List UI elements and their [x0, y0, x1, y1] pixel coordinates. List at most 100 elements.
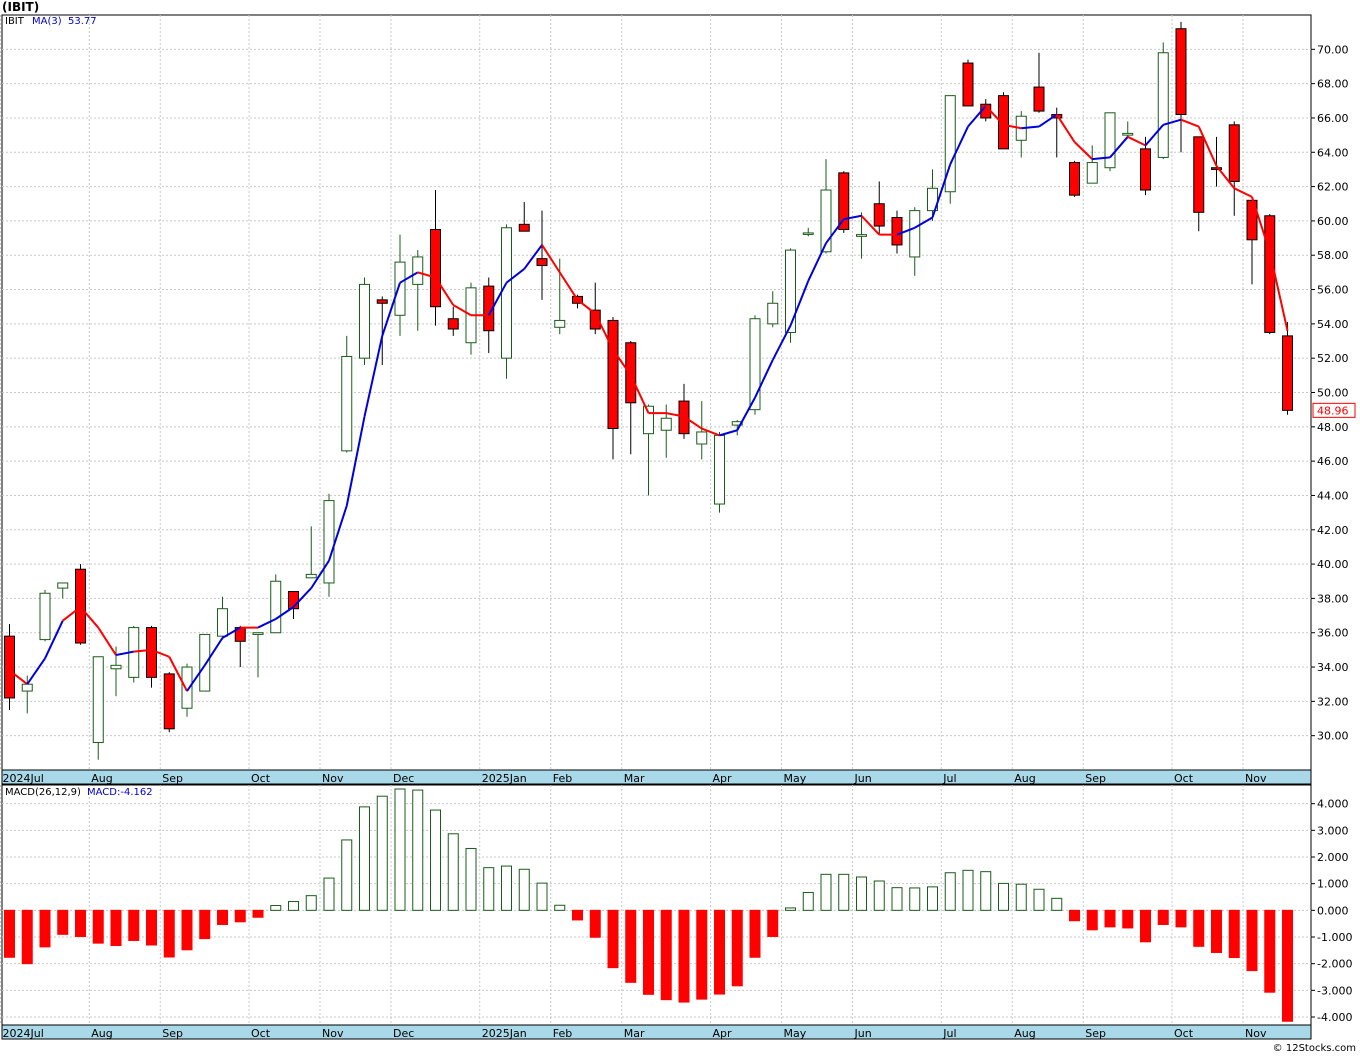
x-tick-label: Jul	[942, 772, 956, 785]
candle-body	[1175, 28, 1187, 116]
ma3-segment	[434, 276, 455, 306]
x-tick-label: Sep	[162, 772, 183, 785]
x-tick-label: Oct	[251, 772, 271, 785]
macd-bar	[1157, 909, 1169, 925]
candle	[589, 282, 601, 335]
candle	[767, 291, 779, 328]
candle-body	[802, 232, 814, 235]
candle	[447, 306, 459, 336]
macd-bar	[1175, 909, 1187, 928]
macd-bar	[518, 868, 530, 911]
price-y-tick-label: 48.00	[1317, 421, 1349, 434]
ma3-segment	[541, 244, 561, 273]
candle	[731, 419, 743, 436]
candle	[1246, 199, 1258, 285]
ma3-segment	[151, 648, 170, 658]
last-price-label: 48.96	[1317, 404, 1349, 417]
price-y-tick-label: 30.00	[1317, 730, 1349, 743]
price-y-tick-label: 50.00	[1317, 387, 1349, 400]
candle	[607, 317, 619, 460]
candle-body	[341, 355, 353, 452]
macd-bar	[252, 909, 264, 918]
candle	[376, 296, 388, 366]
candle	[1264, 214, 1276, 335]
candle-body	[660, 417, 672, 431]
candle	[128, 625, 140, 683]
ma3-segment	[1055, 113, 1076, 143]
macd-bar	[1193, 909, 1205, 947]
candle-body	[57, 582, 69, 589]
candle	[944, 95, 956, 204]
macd-bar	[1015, 883, 1027, 911]
macd-bar	[536, 882, 548, 911]
x-tick-label: Aug	[1014, 772, 1035, 785]
x-tick-label: Dec	[393, 1027, 414, 1040]
candle	[75, 564, 86, 645]
candle-body	[305, 573, 317, 579]
candle-body	[110, 664, 122, 670]
ma3-segment	[1109, 136, 1129, 159]
macd-bar	[146, 909, 157, 946]
macd-panel	[1, 784, 1312, 1026]
ma3-segment	[381, 282, 401, 337]
candle	[696, 401, 708, 460]
macd-bar	[1104, 909, 1116, 928]
candle-body	[838, 172, 850, 230]
ma3-segment	[399, 271, 419, 284]
macd-y-tick-label: -3.000	[1317, 984, 1352, 997]
candle-body	[909, 210, 921, 258]
x-tick-label: Oct	[251, 1027, 271, 1040]
price-y-tick-label: 60.00	[1317, 215, 1349, 228]
candle-body	[21, 683, 33, 692]
price-y-tick-label: 58.00	[1317, 249, 1349, 262]
price-y-tick-label: 70.00	[1317, 43, 1349, 56]
macd-bar	[483, 867, 495, 911]
macd-bar	[1246, 909, 1258, 972]
candle	[962, 59, 974, 107]
x-tick-label: Nov	[322, 772, 344, 785]
candle	[217, 596, 228, 640]
ma3-segment	[1233, 187, 1253, 198]
ma3-segment	[807, 242, 827, 282]
price-y-tick-label: 46.00	[1317, 455, 1349, 468]
macd-bar	[696, 909, 708, 1000]
macd-bar	[181, 909, 193, 951]
candle	[1033, 52, 1045, 113]
macd-bar	[447, 833, 459, 911]
macd-bar	[270, 905, 282, 911]
candle-body	[1157, 52, 1169, 158]
macd-bar	[802, 891, 814, 911]
macd-legend-value: MACD:-4.162	[87, 787, 153, 798]
last-price-box	[1312, 402, 1356, 418]
macd-bar	[163, 909, 175, 958]
candle	[305, 526, 317, 579]
ma3-segment	[754, 359, 774, 399]
candle	[359, 277, 370, 366]
macd-bar	[412, 789, 424, 911]
ma3-segment	[523, 244, 543, 270]
candle	[536, 210, 548, 300]
candle	[163, 672, 175, 733]
candle-body	[483, 285, 495, 332]
candle-body	[447, 318, 459, 330]
ma3-segment	[1144, 124, 1165, 147]
candle	[909, 207, 921, 276]
candle-body	[1122, 132, 1134, 136]
macd-bar	[4, 909, 15, 958]
ma3-segment	[203, 637, 224, 666]
candle	[1069, 160, 1080, 197]
candle	[838, 171, 850, 233]
candle	[518, 202, 530, 232]
x-tick-label: May	[784, 1027, 807, 1040]
candle-body	[714, 434, 725, 505]
candle	[1140, 136, 1151, 196]
candle	[412, 250, 424, 331]
ma3-segment	[1127, 135, 1146, 147]
legend-ticker: IBIT	[5, 16, 25, 27]
ma3-segment	[275, 606, 295, 620]
candle-body	[1282, 335, 1293, 411]
candle	[1282, 322, 1293, 415]
ma3-segment	[345, 416, 366, 506]
candle	[323, 493, 335, 597]
candlesticks	[4, 21, 1293, 760]
